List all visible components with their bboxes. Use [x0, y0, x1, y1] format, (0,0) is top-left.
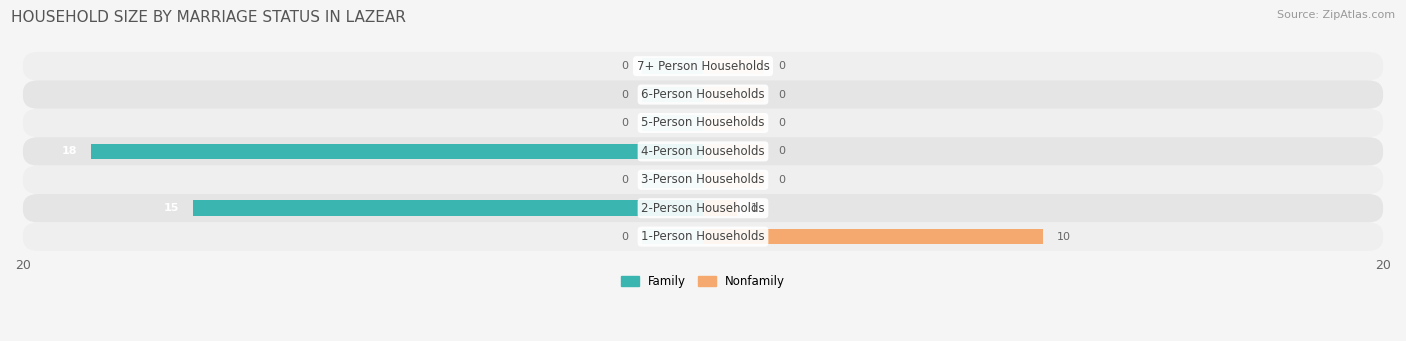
Text: 2-Person Households: 2-Person Households [641, 202, 765, 215]
Bar [703, 201, 737, 216]
FancyBboxPatch shape [22, 109, 1384, 137]
FancyBboxPatch shape [22, 80, 1384, 109]
Bar [193, 201, 703, 216]
Text: Source: ZipAtlas.com: Source: ZipAtlas.com [1277, 10, 1395, 20]
Bar [703, 229, 1043, 244]
Text: 4-Person Households: 4-Person Households [641, 145, 765, 158]
Legend: Family, Nonfamily: Family, Nonfamily [616, 270, 790, 293]
Text: 10: 10 [1057, 232, 1070, 242]
Text: 0: 0 [621, 118, 628, 128]
Text: 0: 0 [778, 61, 785, 71]
Text: 6-Person Households: 6-Person Households [641, 88, 765, 101]
Text: 0: 0 [778, 90, 785, 100]
Text: 1-Person Households: 1-Person Households [641, 230, 765, 243]
Bar [703, 172, 765, 188]
Text: 0: 0 [621, 61, 628, 71]
Text: 0: 0 [778, 175, 785, 185]
Bar [703, 87, 765, 102]
Bar [703, 115, 765, 131]
Bar [641, 229, 703, 244]
Text: 1: 1 [751, 203, 758, 213]
Bar [641, 87, 703, 102]
Text: 0: 0 [621, 175, 628, 185]
FancyBboxPatch shape [22, 166, 1384, 194]
Text: 3-Person Households: 3-Person Households [641, 173, 765, 186]
FancyBboxPatch shape [22, 194, 1384, 222]
Text: 15: 15 [165, 203, 180, 213]
Bar [641, 58, 703, 74]
FancyBboxPatch shape [22, 222, 1384, 251]
Text: 18: 18 [62, 146, 77, 157]
Text: 0: 0 [621, 90, 628, 100]
Text: 7+ Person Households: 7+ Person Households [637, 60, 769, 73]
Bar [703, 144, 765, 159]
Text: 0: 0 [778, 146, 785, 157]
Bar [641, 115, 703, 131]
Text: 5-Person Households: 5-Person Households [641, 117, 765, 130]
Text: 0: 0 [621, 232, 628, 242]
Bar [91, 144, 703, 159]
Text: 0: 0 [778, 118, 785, 128]
Bar [641, 172, 703, 188]
Text: HOUSEHOLD SIZE BY MARRIAGE STATUS IN LAZEAR: HOUSEHOLD SIZE BY MARRIAGE STATUS IN LAZ… [11, 10, 406, 25]
FancyBboxPatch shape [22, 137, 1384, 166]
FancyBboxPatch shape [22, 52, 1384, 80]
Bar [703, 58, 765, 74]
